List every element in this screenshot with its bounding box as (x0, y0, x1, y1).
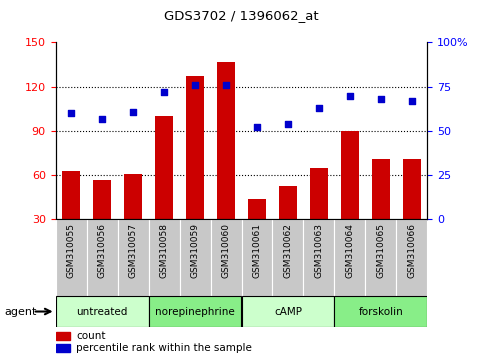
Bar (186, 76, 204, 264)
Text: GSM310060: GSM310060 (222, 223, 230, 278)
Bar (149, 296, 242, 327)
Bar (217, 62, 235, 264)
Text: agent: agent (5, 307, 37, 316)
Bar (279, 185, 297, 264)
Bar (124, 174, 142, 264)
Bar (56, 344, 70, 352)
Text: norepinephrine: norepinephrine (155, 307, 235, 316)
Point (315, 105, 323, 111)
Text: GSM310064: GSM310064 (345, 223, 355, 278)
Text: GSM310066: GSM310066 (408, 223, 416, 278)
Bar (397, 219, 427, 296)
Text: GSM310055: GSM310055 (67, 223, 75, 278)
Point (377, 96, 385, 102)
Point (408, 98, 416, 104)
Bar (180, 219, 211, 296)
Text: GDS3702 / 1396062_at: GDS3702 / 1396062_at (164, 9, 319, 22)
Bar (56, 219, 86, 296)
Bar (403, 159, 421, 264)
Point (222, 82, 230, 88)
Point (191, 82, 199, 88)
Point (98, 116, 106, 121)
Bar (242, 219, 272, 296)
Bar (93, 180, 112, 264)
Bar (242, 296, 334, 327)
Bar (155, 116, 173, 264)
Bar (372, 159, 390, 264)
Point (129, 109, 137, 114)
Point (346, 93, 354, 98)
Text: GSM310062: GSM310062 (284, 223, 293, 278)
Bar (62, 171, 80, 264)
Text: cAMP: cAMP (274, 307, 302, 316)
Point (160, 89, 168, 95)
Text: GSM310056: GSM310056 (98, 223, 107, 278)
Text: GSM310059: GSM310059 (190, 223, 199, 278)
Bar (334, 296, 427, 327)
Text: GSM310063: GSM310063 (314, 223, 324, 278)
Text: GSM310057: GSM310057 (128, 223, 138, 278)
Text: GSM310061: GSM310061 (253, 223, 261, 278)
Bar (149, 219, 180, 296)
Text: count: count (76, 331, 106, 341)
Point (67, 110, 75, 116)
Bar (211, 219, 242, 296)
Text: forskolin: forskolin (358, 307, 403, 316)
Text: GSM310065: GSM310065 (376, 223, 385, 278)
Point (253, 125, 261, 130)
Bar (341, 131, 359, 264)
Bar (117, 219, 149, 296)
Bar (86, 219, 117, 296)
Point (284, 121, 292, 127)
Bar (56, 332, 70, 339)
Bar (310, 168, 328, 264)
Text: GSM310058: GSM310058 (159, 223, 169, 278)
Bar (334, 219, 366, 296)
Bar (248, 199, 266, 264)
Bar (366, 219, 397, 296)
Text: percentile rank within the sample: percentile rank within the sample (76, 343, 252, 353)
Bar (272, 219, 303, 296)
Bar (303, 219, 334, 296)
Text: untreated: untreated (76, 307, 128, 316)
Bar (56, 296, 149, 327)
